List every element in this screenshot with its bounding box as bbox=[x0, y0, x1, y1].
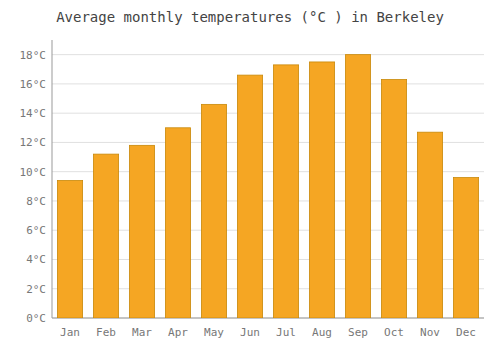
chart-container: Average monthly temperatures (°C ) in Be… bbox=[0, 0, 500, 350]
y-axis: 0°C 2°C 4°C 6°C 8°C 10°C 12°C 14°C 16°C 18°C bbox=[20, 49, 485, 325]
x-tick-label: Sep bbox=[348, 326, 368, 339]
x-tick-label: Jul bbox=[276, 326, 296, 339]
grid-line bbox=[52, 113, 484, 114]
x-tick-label: Mar bbox=[132, 326, 152, 339]
y-tick-label: 2°C bbox=[26, 283, 46, 296]
bar bbox=[417, 132, 442, 318]
bars bbox=[57, 55, 478, 318]
bar bbox=[381, 80, 406, 318]
grid-line bbox=[52, 54, 484, 55]
y-tick-label: 10°C bbox=[20, 166, 47, 179]
x-tick-label: Nov bbox=[420, 326, 440, 339]
bar bbox=[165, 128, 190, 318]
grid-line bbox=[52, 83, 484, 84]
x-tick-label: Feb bbox=[96, 326, 116, 339]
bar bbox=[273, 65, 298, 318]
bar bbox=[93, 154, 118, 318]
bar bbox=[309, 62, 334, 318]
x-tick-label: Apr bbox=[168, 326, 188, 339]
x-tick-label: Oct bbox=[384, 326, 404, 339]
y-tick-label: 4°C bbox=[26, 253, 46, 266]
y-tick-label: 6°C bbox=[26, 224, 46, 237]
x-tick-label: May bbox=[204, 326, 224, 339]
x-tick-label: Jan bbox=[60, 326, 80, 339]
y-tick-label: 16°C bbox=[20, 78, 47, 91]
title: Average monthly temperatures (°C ) in Be… bbox=[56, 9, 444, 25]
bar bbox=[453, 178, 478, 318]
chart-svg: Average monthly temperatures (°C ) in Be… bbox=[0, 0, 500, 350]
y-tick-label: 8°C bbox=[26, 195, 46, 208]
y-tick-label: 12°C bbox=[20, 136, 47, 149]
y-tick-label: 0°C bbox=[26, 312, 46, 325]
bar bbox=[129, 145, 154, 318]
x-tick-label: Dec bbox=[456, 326, 476, 339]
bar bbox=[345, 55, 370, 318]
x-tick-label: Aug bbox=[312, 326, 332, 339]
bar bbox=[237, 75, 262, 318]
x-tick-label: Jun bbox=[240, 326, 260, 339]
bar bbox=[57, 180, 82, 318]
bar bbox=[201, 104, 226, 318]
x-axis: Jan Feb Mar Apr May Jun Jul Aug Sep Oct Nov Dec bbox=[60, 326, 476, 339]
y-tick-label: 18°C bbox=[20, 49, 47, 62]
y-tick-label: 14°C bbox=[20, 107, 47, 120]
y-axis-line bbox=[52, 40, 53, 318]
